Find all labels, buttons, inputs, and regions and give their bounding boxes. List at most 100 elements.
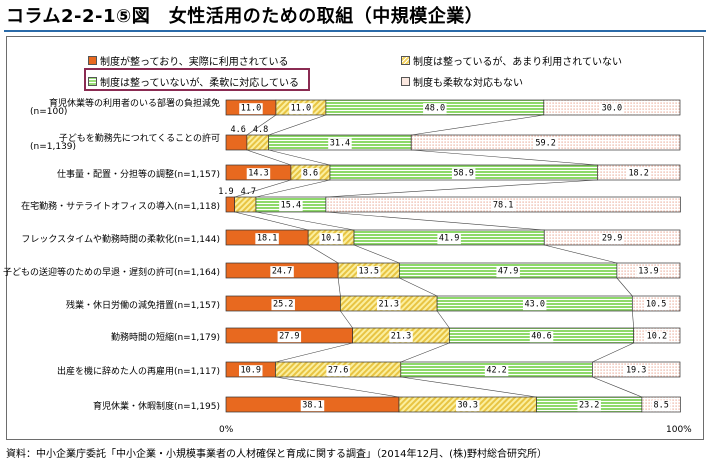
value-label-utilized-row-7: 27.9	[279, 332, 299, 342]
bar-utilized-row-3	[225, 196, 235, 213]
x-tick-label-100: 100%	[666, 425, 692, 435]
value-label-bg-utilized-row-5	[270, 266, 294, 278]
value-label-bg-utilized-row-2	[246, 168, 271, 180]
bar-not-much-row-3	[234, 196, 257, 213]
connector-line-7-2	[400, 342, 450, 363]
value-label-utilized-row-6: 25.2	[273, 300, 293, 310]
chart-title: コラム2-2-1⑤図 女性活用のための取組（中規模企業）	[6, 6, 484, 27]
value-label-flexible-row-4: 41.9	[439, 234, 459, 244]
value-label-utilized-row-9: 38.1	[302, 401, 322, 411]
value-label-bg-not-much-row-5	[357, 266, 381, 278]
value-label-bg-flexible-row-8	[484, 365, 509, 377]
value-label-none-row-3: 78.1	[493, 201, 513, 211]
connector-line-3-2	[255, 211, 355, 231]
value-label-bg-flexible-row-1	[328, 138, 352, 150]
value-label-bg-utilized-row-7	[277, 331, 302, 343]
source-note: 資料：中小企業庁委託「中小企業・小規模事業者の人材確保と育成に関する調査」（20…	[6, 449, 547, 460]
connector-line-5-2	[399, 277, 438, 297]
value-label-not-much-row-9: 30.3	[458, 401, 478, 411]
legend-highlight-box	[84, 68, 310, 91]
value-label-not-much-row-8: 27.6	[328, 366, 348, 376]
value-label-bg-utilized-row-0	[239, 103, 263, 115]
value-label-bg-utilized-row-4	[255, 233, 279, 245]
connector-line-2-2	[255, 179, 331, 198]
connector-line-3-3	[325, 211, 545, 231]
value-label-bg-not-much-row-4	[319, 233, 343, 245]
value-label-flexible-row-0: 48.0	[425, 104, 445, 114]
value-label-none-row-1: 59.2	[535, 139, 555, 149]
connector-line-4-3	[544, 244, 617, 264]
value-label-bg-utilized-row-8	[239, 365, 263, 377]
connector-line-6-1	[340, 310, 353, 329]
legend-item-utilized: 制度が整っており、実際に利用されている	[88, 53, 289, 68]
value-label-flexible-row-7: 40.6	[531, 332, 551, 342]
value-label-utilized-row-5: 24.7	[272, 267, 292, 277]
value-label-bg-not-much-row-8	[326, 365, 350, 377]
category-label-row-2: 仕事量・配置・分担等の調整(n=1,157)	[56, 170, 220, 180]
legend-swatch-utilized	[88, 56, 97, 65]
value-label-flexible-row-8: 42.2	[486, 366, 506, 376]
value-label-not-much-row-7: 21.3	[391, 332, 411, 342]
value-label-bg-none-row-8	[624, 365, 648, 377]
value-label-bg-none-row-6	[644, 299, 668, 311]
legend-item-flexible: 制度は整っていないが、柔軟に対応している	[88, 74, 299, 89]
value-label-none-row-8: 19.3	[626, 366, 646, 376]
category-n-row-1: (n=1,139)	[30, 142, 77, 152]
value-label-utilized-row-1: 4.6	[231, 125, 246, 135]
value-label-not-much-row-3: 4.7	[241, 187, 256, 197]
value-label-bg-none-row-7	[645, 331, 669, 343]
chart-box	[6, 36, 704, 440]
value-label-flexible-row-2: 58.9	[453, 169, 473, 179]
value-label-bg-none-row-1	[533, 138, 558, 150]
category-label-row-3: 在宅勤務・サテライトオフィスの導入(n=1,118)	[21, 202, 220, 212]
connector-line-8-3	[592, 376, 642, 398]
value-label-flexible-row-1: 31.4	[330, 139, 350, 149]
value-label-bg-flexible-row-5	[496, 266, 520, 278]
legend-label-none: 制度も柔軟な対応もない	[413, 78, 523, 89]
value-label-bg-flexible-row-6	[522, 299, 547, 311]
connector-line-2-3	[325, 179, 598, 198]
value-label-flexible-row-6: 43.0	[524, 300, 544, 310]
value-label-bg-not-much-row-9	[456, 400, 480, 412]
value-label-bg-none-row-0	[600, 103, 624, 115]
value-label-not-much-row-4: 10.1	[321, 234, 341, 244]
value-label-bg-none-row-2	[626, 168, 651, 180]
legend-label-flexible: 制度は整っていないが、柔軟に対応している	[100, 78, 299, 89]
legend-swatch-not-much	[401, 56, 410, 65]
category-n-row-0: (n=100)	[30, 107, 68, 117]
connector-line-3-1	[234, 211, 309, 231]
value-label-none-row-6: 10.5	[646, 300, 666, 310]
legend-label-not-much: 制度は整っているが、あまり利用されていない	[413, 57, 622, 68]
connector-line-1-3	[411, 149, 598, 166]
connector-line-4-1	[308, 244, 339, 264]
category-label-row-6: 残業・休日労働の減免措置(n=1,157)	[65, 301, 220, 311]
value-label-utilized-row-2: 14.3	[248, 169, 268, 179]
value-label-not-much-row-5: 13.5	[359, 267, 379, 277]
legend-swatch-flexible	[88, 77, 97, 86]
value-label-none-row-2: 18.2	[628, 169, 648, 179]
value-label-not-much-row-6: 21.3	[379, 300, 399, 310]
value-label-bg-flexible-row-3	[279, 200, 303, 212]
connector-line-0-3	[411, 114, 544, 136]
value-label-bg-none-row-9	[651, 400, 671, 412]
value-label-bg-flexible-row-2	[451, 168, 476, 180]
value-label-bg-utilized-row-9	[300, 400, 325, 412]
value-label-utilized-row-0: 11.0	[241, 104, 261, 114]
connector-line-1-2	[268, 149, 331, 166]
x-tick-label-0: 0%	[219, 425, 234, 435]
value-label-bg-flexible-row-7	[529, 331, 554, 343]
bar-not-much-row-1	[246, 134, 270, 151]
value-label-flexible-row-5: 47.9	[498, 267, 518, 277]
legend-swatch-none	[401, 77, 410, 86]
connector-line-0-1	[246, 114, 277, 136]
category-label-row-7: 勤務時間の短縮(n=1,179)	[110, 333, 220, 343]
connector-line-7-1	[275, 342, 353, 363]
value-label-bg-none-row-3	[491, 200, 515, 212]
value-label-utilized-row-8: 10.9	[241, 366, 261, 376]
value-label-flexible-row-3: 15.4	[281, 201, 301, 211]
bar-utilized-row-1	[225, 134, 248, 151]
value-label-none-row-9: 8.5	[653, 401, 668, 411]
legend-item-none: 制度も柔軟な対応もない	[401, 74, 523, 89]
value-label-bg-flexible-row-0	[423, 103, 447, 115]
connector-line-2-1	[234, 179, 292, 198]
